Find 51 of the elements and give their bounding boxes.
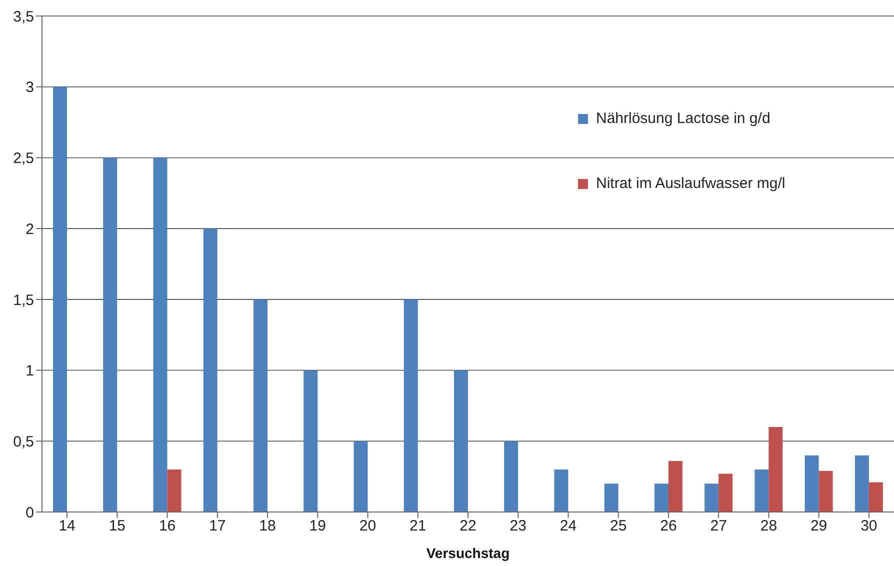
bar xyxy=(804,455,819,512)
x-tick-label: 17 xyxy=(209,518,226,535)
bar xyxy=(768,426,783,512)
x-tick-label: 24 xyxy=(560,518,577,535)
y-tick-label: 3 xyxy=(26,79,34,96)
x-tick-label: 19 xyxy=(309,518,326,535)
x-tick-label: 14 xyxy=(58,518,76,535)
bar xyxy=(668,460,682,512)
x-axis-title: Versuchstag xyxy=(426,545,510,561)
bar xyxy=(818,470,833,512)
x-tick-label: 29 xyxy=(810,518,828,535)
x-tick-label: 25 xyxy=(610,518,627,535)
bar xyxy=(454,370,468,512)
y-tick-label: 3,5 xyxy=(13,8,34,26)
legend-label: Nitrat im Auslaufwasser mg/l xyxy=(596,175,786,192)
bar xyxy=(203,228,218,512)
y-tick-label: 1,5 xyxy=(13,292,34,309)
bar xyxy=(103,158,118,512)
bar xyxy=(554,469,568,512)
bar xyxy=(704,484,719,512)
x-tick-label: 22 xyxy=(460,518,476,535)
x-tick-label: 18 xyxy=(259,518,276,535)
bar xyxy=(868,482,883,512)
y-tick-label: 2 xyxy=(26,220,34,238)
bar xyxy=(304,370,318,512)
y-tick-label: 0 xyxy=(26,504,34,522)
bar xyxy=(854,455,869,512)
x-tick-label: 21 xyxy=(410,518,426,535)
bar xyxy=(354,441,368,512)
bar xyxy=(167,469,182,512)
x-tick-label: 23 xyxy=(510,518,526,535)
y-tick-label: 0,5 xyxy=(13,433,34,450)
bar xyxy=(504,441,518,512)
bar xyxy=(718,474,733,512)
x-tick-label: 30 xyxy=(860,518,878,535)
bar xyxy=(253,299,268,512)
bar xyxy=(604,484,618,512)
bar xyxy=(404,299,418,512)
bar xyxy=(53,86,68,512)
bar xyxy=(153,158,168,512)
legend-label: Nährlösung Lactose in g/d xyxy=(596,110,770,127)
x-tick-label: 28 xyxy=(760,518,778,535)
y-tick-label: 1 xyxy=(26,362,34,380)
bar xyxy=(654,484,668,512)
x-tick-label: 15 xyxy=(108,518,126,535)
bar xyxy=(754,469,769,512)
x-tick-label: 20 xyxy=(359,518,376,535)
y-tick-label: 2,5 xyxy=(13,150,34,168)
x-tick-label: 26 xyxy=(660,518,677,535)
x-tick-label: 27 xyxy=(710,518,727,535)
x-tick-label: 16 xyxy=(158,518,176,535)
